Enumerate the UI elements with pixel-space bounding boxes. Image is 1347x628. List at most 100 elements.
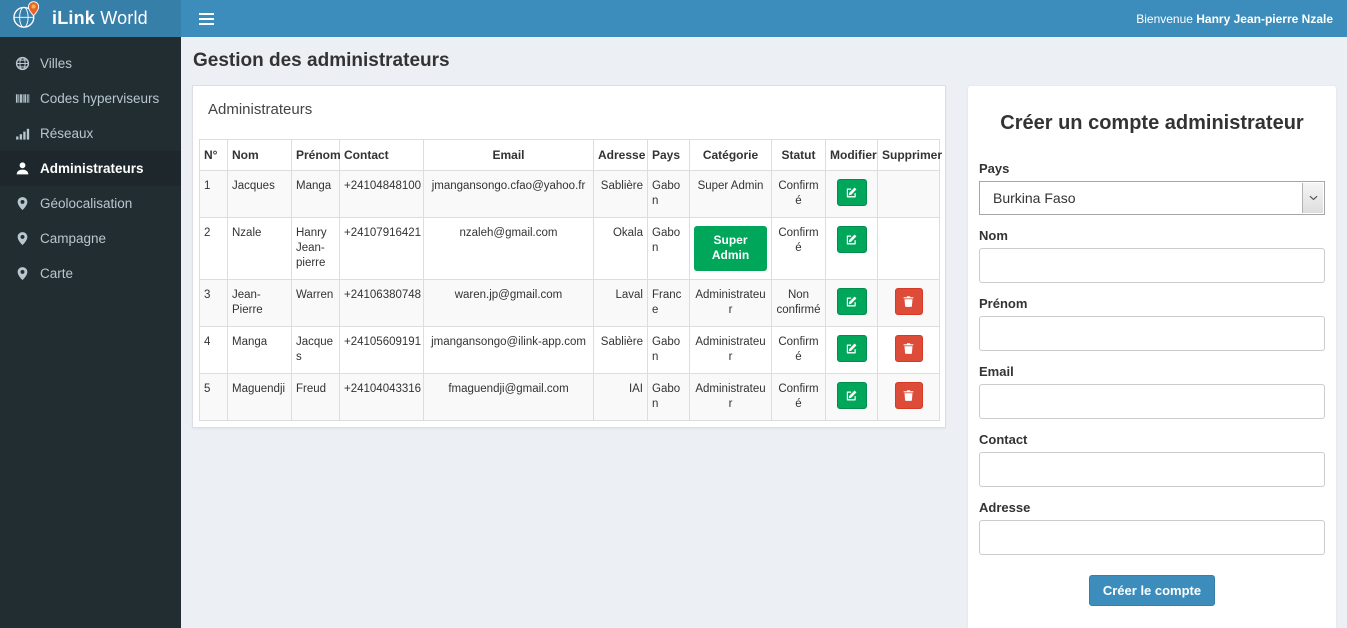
page-title: Gestion des administrateurs <box>193 50 450 71</box>
sidebar-toggle-button[interactable] <box>195 7 218 31</box>
cell-categorie: Administrateur <box>689 325 772 374</box>
create-account-button[interactable]: Créer le compte <box>1088 575 1216 606</box>
edit-button[interactable] <box>836 225 867 253</box>
table-row: 5 Maguendji Freud +24104043316 fmaguendji@gm… <box>199 372 940 421</box>
table-row: 3 Jean-Pierre Warren +24106380748 waren.jp@g… <box>199 279 940 327</box>
cell-modifier <box>825 170 878 218</box>
cell-pays: Gabon <box>647 216 690 281</box>
cell-email: fmaguendji@gmail.com <box>423 372 594 421</box>
navbar: Bienvenue Hanry Jean-pierre Nzale <box>181 0 1347 37</box>
pays-select[interactable]: Burkina Faso <box>980 182 1324 214</box>
cell-nom: Jean-Pierre <box>227 279 292 327</box>
cell-pays: France <box>647 279 690 327</box>
edit-button[interactable] <box>836 288 867 316</box>
sidebar-item-label: Administrateurs <box>40 161 144 176</box>
sidebar-item-carte[interactable]: Carte <box>0 256 181 291</box>
sidebar-item-geolocalisation[interactable]: Géolocalisation <box>0 186 181 221</box>
topbar: iLink World Bienvenue Hanry Jean-pierre … <box>0 0 1347 37</box>
adresse-form-group: Adresse <box>979 500 1325 555</box>
sidebar-item-codes-hyperviseurs[interactable]: Codes hyperviseurs <box>0 81 181 116</box>
delete-button[interactable] <box>894 334 923 362</box>
globe-pin-logo-icon <box>10 1 43 36</box>
table-row: 2 Nzale Hanry Jean-pierre +24107916421 nzale… <box>199 216 940 281</box>
column-header-prenom: Prénom <box>291 139 341 171</box>
sidebar-item-label: Carte <box>40 266 74 281</box>
edit-button[interactable] <box>836 381 867 409</box>
administrators-table: N° Nom Prénom Contact Email Adresse Pays Catégo… <box>199 139 942 421</box>
create-admin-panel: Créer un compte administrateur Pays Burki… <box>967 85 1337 628</box>
edit-button[interactable] <box>836 179 867 206</box>
cell-modifier <box>825 216 878 281</box>
sidebar-item-campagne[interactable]: Campagne <box>0 221 181 256</box>
cell-num: 4 <box>199 325 228 374</box>
status-cell: Confirmé <box>771 216 826 281</box>
cell-email: waren.jp@gmail.com <box>423 279 594 327</box>
edit-button[interactable] <box>836 334 867 362</box>
cell-pays: Gabon <box>647 325 690 374</box>
prenom-form-group: Prénom <box>979 296 1325 351</box>
sidebar-item-administrateurs[interactable]: Administrateurs <box>0 151 181 186</box>
sidebar-item-reseaux[interactable]: Réseaux <box>0 116 181 151</box>
cell-adresse: Sablière <box>593 170 648 218</box>
adresse-label: Adresse <box>979 500 1031 515</box>
prenom-label: Prénom <box>979 296 1028 311</box>
cell-supprimer <box>877 325 940 374</box>
cell-categorie: Administrateur <box>689 279 772 327</box>
column-header-categorie: Catégorie <box>689 139 772 171</box>
cell-prenom: Manga <box>291 170 340 218</box>
super-admin-badge[interactable]: Super Admin <box>694 225 767 272</box>
cell-adresse: Laval <box>593 279 648 327</box>
cell-contact: +24104043316 <box>339 372 424 421</box>
cell-adresse: Okala <box>593 216 648 281</box>
user-icon <box>15 161 30 176</box>
delete-button[interactable] <box>894 288 923 316</box>
status-cell: Non confirmé <box>771 279 826 327</box>
cell-prenom: Jacques <box>291 325 340 374</box>
cell-modifier <box>825 325 878 374</box>
table-header-row: N° Nom Prénom Contact Email Adresse Pays Catégo… <box>199 139 942 171</box>
cell-num: 5 <box>199 372 228 421</box>
column-header-adresse: Adresse <box>593 139 648 171</box>
welcome-text: Bienvenue Hanry Jean-pierre Nzale <box>1136 11 1333 26</box>
contact-form-group: Contact <box>979 432 1325 487</box>
app-title: iLink World <box>52 8 148 28</box>
sidebar-item-villes[interactable]: Villes <box>0 46 181 81</box>
map-marker-icon <box>15 231 30 246</box>
app-logo[interactable]: iLink World <box>0 0 181 37</box>
column-header-num: N° <box>199 139 228 171</box>
sidebar: Villes Codes hyperviseurs Réseaux Administr… <box>0 37 181 628</box>
sidebar-item-label: Campagne <box>40 231 107 246</box>
cell-num: 1 <box>199 170 228 218</box>
cell-email: jmangansongo@ilink-app.com <box>423 325 594 374</box>
prenom-input[interactable] <box>979 316 1325 351</box>
cell-supprimer <box>877 279 940 327</box>
status-cell: Confirmé <box>771 325 826 374</box>
nom-form-group: Nom <box>979 228 1325 283</box>
cell-num: 3 <box>199 279 228 327</box>
sidebar-item-label: Villes <box>40 56 73 71</box>
column-header-pays: Pays <box>647 139 690 171</box>
map-marker-icon <box>15 266 30 281</box>
column-header-nom: Nom <box>227 139 292 171</box>
cell-email: nzaleh@gmail.com <box>423 216 594 281</box>
delete-button[interactable] <box>894 381 923 409</box>
cell-contact: +24106380748 <box>339 279 424 327</box>
contact-input[interactable] <box>979 452 1325 487</box>
email-form-group: Email <box>979 364 1325 419</box>
cell-contact: +24107916421 <box>339 216 424 281</box>
email-label: Email <box>979 364 1014 379</box>
cell-supprimer <box>877 170 940 218</box>
map-marker-icon <box>15 196 30 211</box>
status-cell: Confirmé <box>771 372 826 421</box>
administrators-panel: Administrateurs N° Nom Prénom Contact Email A… <box>192 85 946 428</box>
email-input[interactable] <box>979 384 1325 419</box>
cell-modifier <box>825 279 878 327</box>
main-content: Gestion des administrateurs Administrate… <box>181 37 1347 628</box>
contact-label: Contact <box>979 432 1028 447</box>
cell-contact: +24104848100 <box>339 170 424 218</box>
nom-input[interactable] <box>979 248 1325 283</box>
cell-modifier <box>825 372 878 421</box>
pays-label: Pays <box>979 161 1010 176</box>
table-row: 1 Jacques Manga +24104848100 jmangansongo.cf… <box>199 170 940 218</box>
adresse-input[interactable] <box>979 520 1325 555</box>
